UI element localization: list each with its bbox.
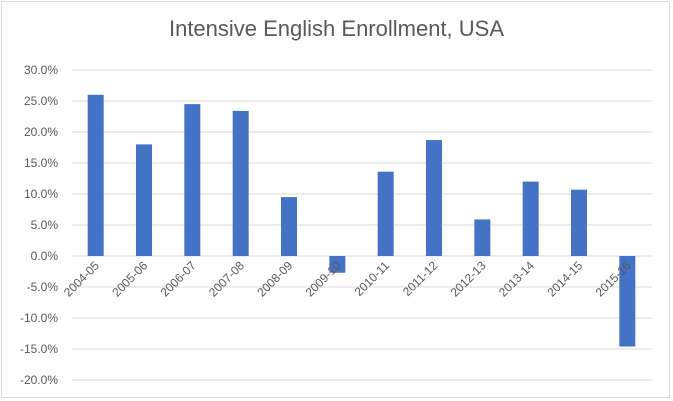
x-tick-label: 2009-10 (303, 258, 344, 299)
y-tick-label: 20.0% (24, 125, 58, 139)
bar-2009-10 (329, 256, 346, 273)
chart-title: Intensive English Enrollment, USA (168, 16, 505, 41)
y-tick-label: 15.0% (24, 156, 58, 170)
x-tick-label: 2010-11 (352, 258, 393, 299)
bar-2004-05 (87, 94, 104, 256)
y-tick-label: -5.0% (27, 280, 59, 294)
x-tick-label: 2013-14 (496, 258, 537, 299)
x-tick-label: 2011-12 (400, 258, 441, 299)
bar-2010-11 (377, 171, 394, 256)
x-tick-label: 2012-13 (448, 258, 489, 299)
x-tick-label: 2005-06 (109, 258, 150, 299)
x-tick-label: 2014-15 (544, 258, 585, 299)
y-tick-label: 10.0% (24, 187, 58, 201)
bar-2005-06 (136, 144, 152, 256)
bar-2012-13 (474, 219, 491, 256)
y-tick-label: 25.0% (24, 94, 58, 108)
bar-2014-15 (571, 189, 587, 256)
bar-2013-14 (522, 181, 539, 256)
bar-2008-09 (281, 197, 297, 256)
bar-2015-16 (619, 256, 636, 347)
y-tick-label: -10.0% (20, 311, 58, 325)
y-tick-label: -15.0% (20, 342, 58, 356)
y-tick-label: 5.0% (31, 218, 59, 232)
x-tick-label: 2008-09 (254, 258, 295, 299)
bar-2006-07 (184, 104, 201, 256)
x-tick-label: 2007-08 (206, 258, 247, 299)
x-tick-label: 2006-07 (158, 258, 199, 299)
bar-2011-12 (426, 140, 442, 256)
y-tick-label: -20.0% (20, 373, 58, 387)
x-tick-label: 2004-05 (61, 258, 102, 299)
y-tick-label: 0.0% (31, 249, 59, 263)
y-tick-label: 30.0% (24, 63, 58, 77)
bar-2007-08 (232, 110, 249, 256)
